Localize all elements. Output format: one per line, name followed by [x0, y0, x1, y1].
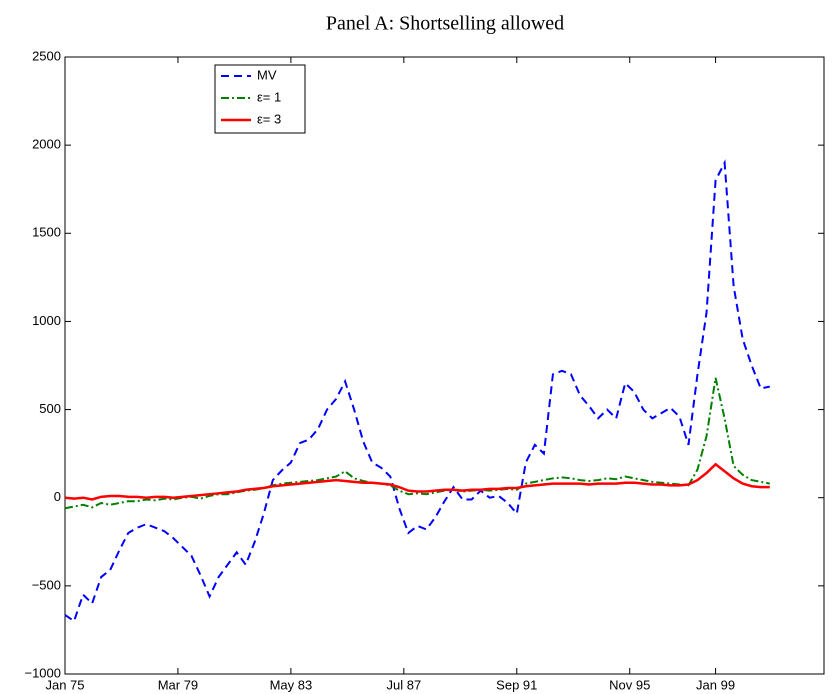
y-tick-label: −1000	[24, 665, 61, 680]
series-line	[64, 159, 770, 623]
y-tick-label: 2500	[32, 48, 61, 63]
legend-label: ε= 3	[257, 111, 281, 126]
x-tick-label: Nov 95	[609, 677, 650, 692]
x-tick-label: May 83	[270, 677, 313, 692]
legend-box	[214, 64, 306, 134]
y-tick-label: 2000	[32, 137, 61, 152]
x-tick-label: Jan 99	[696, 677, 735, 692]
x-tick-label: Jan 75	[45, 677, 84, 692]
y-tick-label: 500	[39, 401, 61, 416]
legend-label: ε= 1	[257, 89, 281, 104]
y-tick-label: 1000	[32, 313, 61, 328]
chart-title: Panel A: Shortselling allowed	[326, 13, 564, 35]
x-tick-label: Jul 87	[386, 677, 421, 692]
y-tick-label: 0	[54, 489, 61, 504]
series-line	[64, 377, 770, 510]
x-tick-label: Sep 91	[496, 677, 537, 692]
plot-frame	[64, 56, 825, 675]
series-line	[64, 462, 770, 501]
y-tick-label: 1500	[32, 225, 61, 240]
y-tick-label: −500	[32, 577, 61, 592]
legend-label: MV	[257, 67, 277, 82]
x-tick-label: Mar 79	[158, 677, 198, 692]
